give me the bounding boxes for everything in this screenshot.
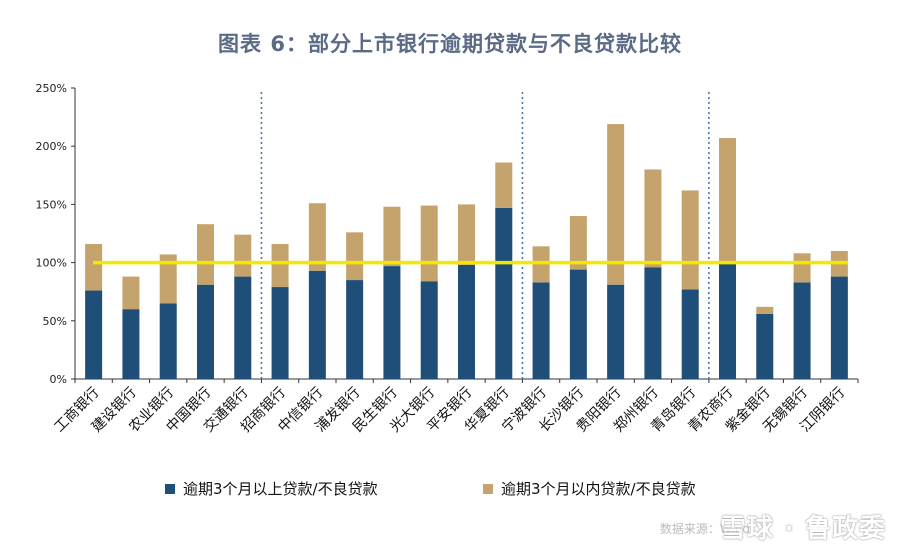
bar-series2: [756, 306, 774, 314]
bar-series1: [85, 290, 103, 379]
bar-series2: [458, 204, 475, 265]
bar-series1: [607, 284, 625, 379]
bar-series2: [569, 216, 587, 270]
bar-series1: [495, 207, 513, 379]
bar-series1: [383, 266, 401, 379]
bar-series1: [308, 270, 326, 379]
bar-series1: [644, 267, 662, 379]
watermark-source: 数据来源：Wind: [659, 522, 750, 536]
bar-series1: [159, 303, 177, 379]
bar-series2: [644, 169, 662, 268]
bar-series2: [793, 253, 811, 283]
bar-series2: [159, 254, 177, 304]
chart-title: 图表 6：部分上市银行逾期贷款与不良贷款比较: [218, 32, 682, 56]
bar-series2: [607, 124, 625, 285]
legend-swatch-series1: [165, 483, 175, 494]
bar-series2: [271, 243, 289, 288]
bar-series2: [85, 243, 103, 291]
y-tick-label: 100%: [36, 257, 67, 270]
bar-series1: [681, 289, 699, 379]
bar-series2: [719, 138, 736, 264]
y-tick-label: 50%: [43, 315, 67, 328]
bar-series1: [197, 284, 214, 379]
bar-series2: [420, 205, 438, 282]
bar-series1: [719, 263, 736, 379]
bar-series1: [234, 276, 252, 379]
bar-series2: [234, 234, 252, 277]
bar-series1: [830, 276, 848, 379]
bar-series1: [756, 313, 774, 379]
legend-item-series1: 逾期3个月以上贷款/不良贷款: [165, 478, 378, 499]
legend-label-series1: 逾期3个月以上贷款/不良贷款: [183, 480, 378, 498]
legend-swatch-series2: [483, 483, 493, 494]
bar-series2: [495, 162, 513, 208]
legend-item-series2: 逾期3个月以内贷款/不良贷款: [483, 478, 696, 499]
bar-series1: [346, 280, 364, 379]
watermark: 雪球 · 鲁政委: [720, 514, 886, 544]
bar-series1: [271, 287, 289, 379]
bar-series2: [197, 224, 214, 285]
bar-series2: [308, 203, 326, 271]
bar-series2: [122, 276, 140, 310]
y-tick-label: 250%: [36, 82, 67, 95]
bar-series2: [383, 206, 401, 267]
bar-series2: [681, 190, 699, 290]
bar-series1: [420, 281, 438, 379]
bar-series1: [569, 269, 587, 379]
bar-series1: [122, 309, 140, 379]
y-tick-label: 150%: [36, 198, 67, 211]
legend-label-series2: 逾期3个月以内贷款/不良贷款: [501, 480, 696, 498]
bar-series1: [458, 264, 475, 379]
bar-series1: [793, 282, 811, 379]
y-tick-label: 0%: [50, 373, 67, 386]
y-tick-label: 200%: [36, 140, 67, 153]
bar-series1: [532, 282, 550, 379]
bar-series2: [346, 232, 364, 281]
